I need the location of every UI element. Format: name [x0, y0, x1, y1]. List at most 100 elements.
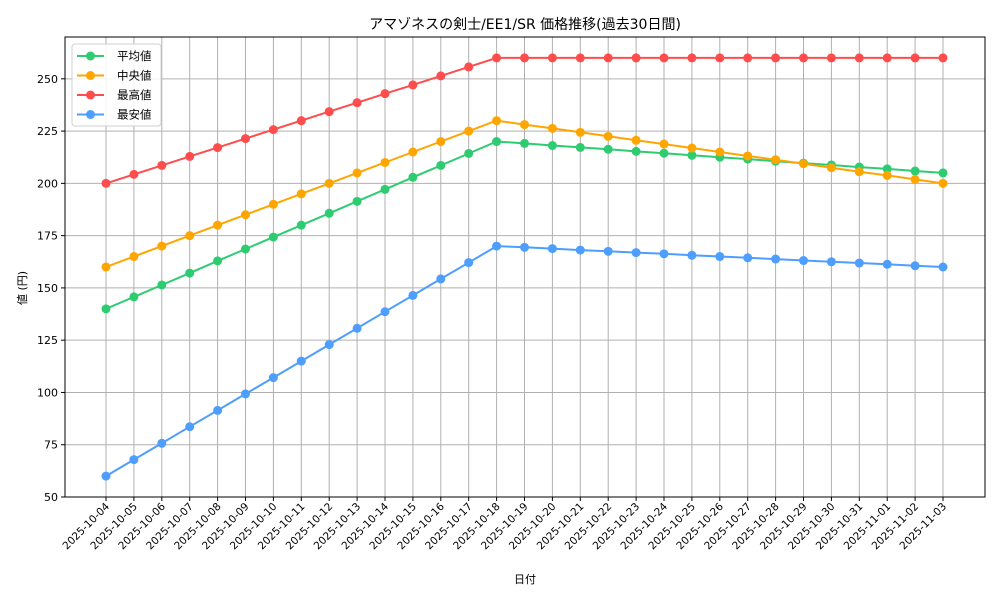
data-point-marker [882, 259, 892, 269]
data-point-marker [575, 142, 585, 152]
data-point-marker [715, 147, 725, 157]
data-point-marker [213, 143, 223, 153]
y-tick-label: 150 [37, 282, 58, 295]
data-point-marker [492, 137, 502, 147]
data-point-marker [324, 340, 334, 350]
data-point-marker [882, 164, 892, 174]
data-point-marker [631, 135, 641, 145]
data-point-marker [771, 254, 781, 264]
data-point-marker [268, 125, 278, 135]
data-point-marker [380, 184, 390, 194]
data-point-marker [687, 53, 697, 63]
data-point-marker [938, 53, 948, 63]
data-point-marker [659, 249, 669, 259]
legend-marker-icon [86, 110, 95, 119]
data-point-marker [771, 155, 781, 165]
legend-label: 最安値 [117, 108, 152, 122]
data-point-marker [799, 159, 808, 169]
data-point-marker [464, 62, 474, 72]
legend-item: 平均値 [77, 49, 152, 63]
y-axis: 50 75 100 125 150 175 200 225 250 [37, 73, 65, 504]
data-point-marker [101, 304, 111, 314]
data-point-marker [687, 143, 697, 153]
data-point-marker [771, 53, 781, 63]
data-point-marker [352, 98, 362, 108]
data-point-marker [547, 123, 557, 133]
data-point-marker [520, 53, 529, 63]
data-point-marker [436, 274, 446, 284]
data-point-marker [520, 242, 529, 252]
data-point-marker [547, 244, 557, 254]
data-point-marker [910, 53, 920, 63]
data-point-marker [296, 356, 306, 366]
grid-lines [65, 37, 985, 498]
data-point-marker [743, 253, 753, 263]
data-point-marker [520, 138, 529, 148]
data-point-marker [380, 157, 390, 167]
y-tick-label: 225 [37, 125, 58, 138]
legend-marker-icon [86, 90, 95, 100]
data-point-marker [213, 256, 223, 266]
data-point-marker [268, 232, 278, 242]
y-tick-label: 100 [37, 386, 58, 399]
data-point-marker [826, 257, 836, 267]
data-point-marker [185, 422, 195, 432]
data-series [101, 53, 948, 481]
data-point-marker [157, 241, 167, 251]
data-point-marker [380, 89, 390, 99]
data-point-marker [101, 178, 111, 188]
data-point-marker [268, 373, 278, 383]
data-point-marker [185, 231, 195, 241]
legend-item: 中央値 [77, 69, 152, 83]
data-point-marker [352, 323, 362, 333]
legend-marker-icon [86, 71, 95, 80]
legend-label: 最高値 [117, 88, 152, 102]
data-point-marker [743, 53, 753, 63]
series-3 [101, 241, 948, 481]
data-point-marker [436, 160, 446, 170]
series-1 [101, 116, 948, 272]
y-tick-label: 75 [44, 439, 58, 452]
data-point-marker [241, 389, 250, 399]
data-point-marker [715, 252, 725, 262]
data-point-marker [296, 220, 306, 230]
data-point-marker [408, 290, 418, 300]
data-point-marker [547, 53, 557, 63]
data-point-marker [938, 168, 948, 178]
data-point-marker [380, 307, 390, 317]
data-point-marker [101, 471, 111, 481]
data-point-marker [324, 208, 334, 218]
data-point-marker [352, 196, 362, 206]
data-point-marker [938, 262, 948, 272]
legend-label: 中央値 [117, 69, 152, 83]
data-point-marker [464, 148, 474, 158]
data-point-marker [687, 150, 697, 160]
y-axis-label: 値 (円) [16, 271, 29, 305]
data-point-marker [603, 131, 613, 141]
data-point-marker [631, 146, 641, 156]
data-point-marker [408, 80, 418, 90]
data-point-marker [520, 120, 529, 130]
data-point-marker [213, 220, 223, 230]
data-point-marker [631, 248, 641, 258]
x-axis: 2025-10-042025-10-052025-10-062025-10-07… [60, 497, 949, 552]
data-point-marker [910, 166, 920, 176]
data-point-marker [826, 163, 836, 173]
data-point-marker [743, 151, 753, 161]
data-point-marker [129, 455, 139, 465]
data-point-marker [157, 280, 167, 290]
data-point-marker [185, 268, 195, 278]
legend-marker-icon [86, 51, 95, 61]
y-tick-label: 50 [44, 491, 58, 504]
data-point-marker [575, 53, 585, 63]
data-point-marker [464, 258, 474, 268]
data-point-marker [324, 107, 334, 117]
data-point-marker [882, 170, 892, 180]
y-tick-label: 250 [37, 73, 58, 86]
data-point-marker [854, 258, 864, 268]
data-point-marker [910, 261, 920, 271]
data-point-marker [492, 116, 502, 126]
chart-title: アマゾネスの剣士/EE1/SR 価格推移(過去30日間) [369, 17, 681, 33]
data-point-marker [854, 167, 864, 177]
